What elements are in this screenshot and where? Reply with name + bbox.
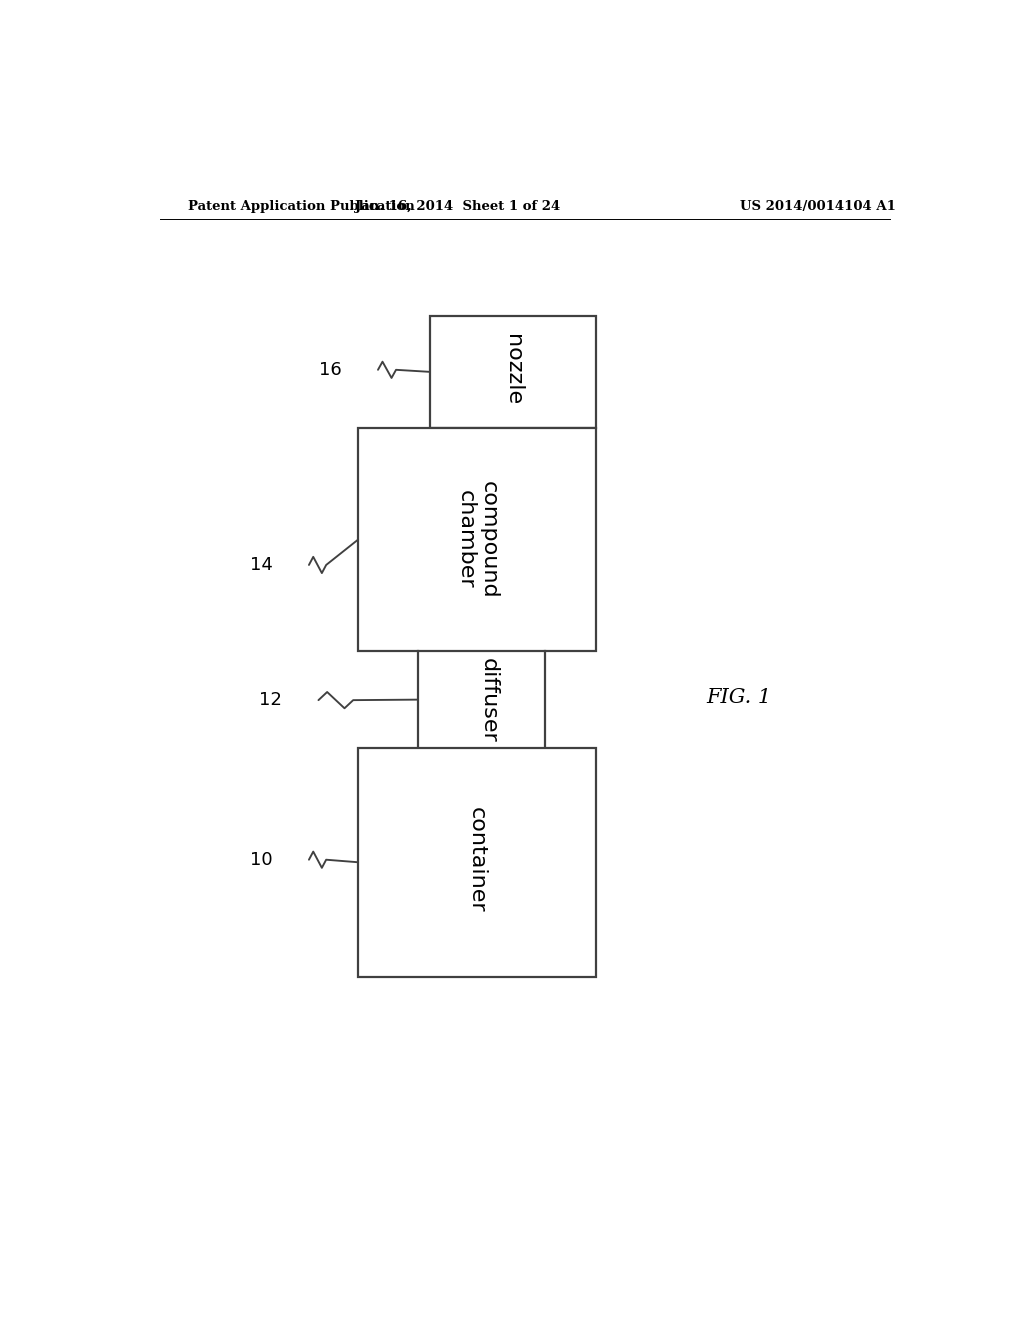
- Text: nozzle: nozzle: [503, 334, 523, 405]
- Text: Jan. 16, 2014  Sheet 1 of 24: Jan. 16, 2014 Sheet 1 of 24: [354, 199, 560, 213]
- Text: FIG. 1: FIG. 1: [707, 688, 772, 706]
- Text: 12: 12: [259, 692, 283, 709]
- Text: 10: 10: [250, 850, 272, 869]
- Text: compound
chamber: compound chamber: [456, 480, 499, 598]
- Text: 16: 16: [319, 360, 342, 379]
- Text: diffuser: diffuser: [479, 657, 499, 743]
- Text: container: container: [467, 807, 487, 912]
- Text: US 2014/0014104 A1: US 2014/0014104 A1: [740, 199, 896, 213]
- Text: Patent Application Publication: Patent Application Publication: [187, 199, 415, 213]
- Bar: [430, 315, 596, 428]
- Text: 14: 14: [250, 556, 272, 574]
- Bar: [358, 748, 596, 977]
- Bar: [358, 428, 596, 651]
